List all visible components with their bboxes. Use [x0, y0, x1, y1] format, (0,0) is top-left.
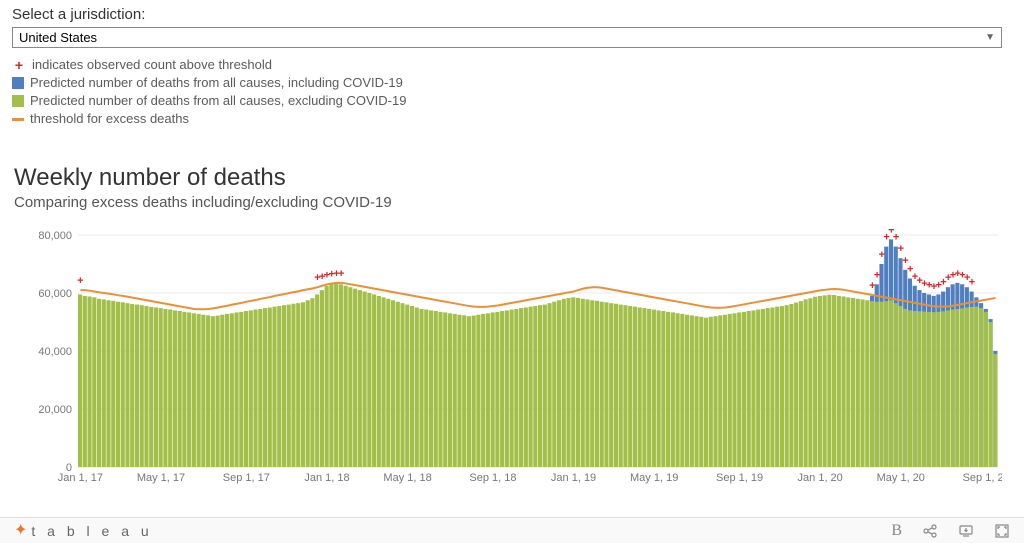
plus-icon: + [12, 56, 26, 74]
line-icon-threshold [12, 118, 24, 121]
svg-text:Jan 1, 19: Jan 1, 19 [551, 472, 596, 484]
svg-text:+: + [874, 269, 880, 281]
legend-text: Predicted number of deaths from all caus… [30, 92, 406, 110]
chart-title: Weekly number of deaths [14, 164, 1010, 192]
svg-text:Sep 1, 18: Sep 1, 18 [469, 472, 516, 484]
footer-toolbar: ✦ t a b l e a u B [0, 517, 1024, 543]
svg-text:Jan 1, 17: Jan 1, 17 [58, 472, 103, 484]
legend: + indicates observed count above thresho… [0, 52, 1024, 128]
deaths-chart: 020,00040,00060,00080,000+++++++++++++++… [14, 229, 1002, 489]
jurisdiction-label: Select a jurisdiction: [12, 6, 1012, 23]
svg-text:Jan 1, 18: Jan 1, 18 [304, 472, 349, 484]
svg-text:Sep 1, 19: Sep 1, 19 [716, 472, 763, 484]
legend-row-including: Predicted number of deaths from all caus… [12, 74, 1012, 92]
legend-row-excluding: Predicted number of deaths from all caus… [12, 92, 1012, 110]
download-icon[interactable] [958, 523, 974, 539]
svg-text:+: + [338, 268, 344, 280]
tableau-logo[interactable]: ✦ t a b l e a u [14, 521, 153, 541]
square-icon-excluding [12, 95, 24, 107]
svg-text:40,000: 40,000 [38, 346, 72, 358]
tableau-logo-text: t a b l e a u [31, 523, 152, 539]
svg-text:Sep 1, 20: Sep 1, 20 [963, 472, 1002, 484]
svg-text:May 1, 20: May 1, 20 [877, 472, 925, 484]
chevron-down-icon: ▼ [985, 32, 995, 43]
svg-text:+: + [77, 275, 83, 287]
svg-text:Jan 1, 20: Jan 1, 20 [798, 472, 843, 484]
svg-text:May 1, 19: May 1, 19 [630, 472, 678, 484]
svg-text:20,000: 20,000 [38, 404, 72, 416]
square-icon-including [12, 77, 24, 89]
svg-text:80,000: 80,000 [38, 230, 72, 242]
svg-text:+: + [969, 277, 975, 289]
svg-text:Sep 1, 17: Sep 1, 17 [223, 472, 270, 484]
legend-row-threshold: threshold for excess deaths [12, 110, 1012, 128]
jurisdiction-value: United States [19, 30, 97, 45]
back-button[interactable]: B [891, 522, 902, 540]
svg-text:60,000: 60,000 [38, 288, 72, 300]
svg-text:May 1, 17: May 1, 17 [137, 472, 185, 484]
legend-text: Predicted number of deaths from all caus… [30, 74, 403, 92]
legend-text: indicates observed count above threshold [32, 56, 272, 74]
chart-subtitle: Comparing excess deaths including/exclud… [14, 194, 1010, 211]
svg-text:+: + [879, 249, 885, 261]
tableau-mark-icon: ✦ [14, 520, 27, 540]
share-icon[interactable] [922, 523, 938, 539]
fullscreen-icon[interactable] [994, 523, 1010, 539]
svg-text:+: + [893, 232, 899, 244]
svg-text:May 1, 18: May 1, 18 [383, 472, 431, 484]
legend-row-plus: + indicates observed count above thresho… [12, 56, 1012, 74]
svg-text:+: + [898, 243, 904, 255]
jurisdiction-select[interactable]: United States ▼ [12, 27, 1002, 48]
legend-text: threshold for excess deaths [30, 110, 189, 128]
svg-text:+: + [869, 280, 875, 292]
